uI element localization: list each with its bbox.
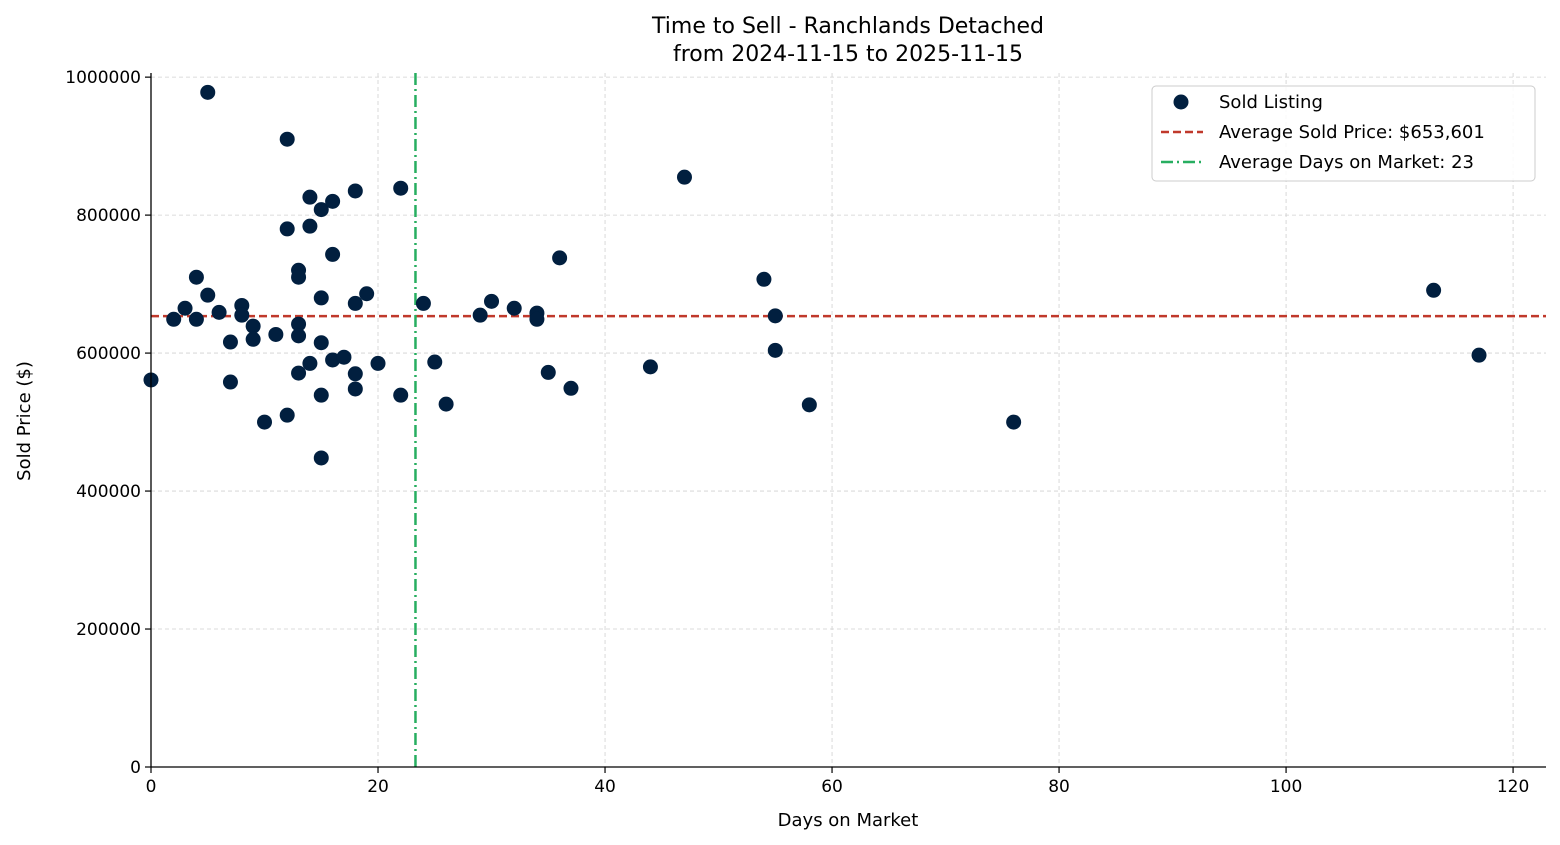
data-point [676,169,692,185]
legend: Sold Listing Average Sold Price: $653,60… [1151,85,1536,182]
data-point [347,183,363,199]
data-point [506,300,522,316]
y-tick-label: 200000 [76,620,141,640]
data-point [302,218,318,234]
data-point [279,221,295,237]
data-point [188,311,204,327]
chart-title: Time to Sell - Ranchlands Detached [651,14,1044,39]
data-point [472,307,488,323]
data-point [222,374,238,390]
x-tick-label: 20 [367,777,389,797]
legend-marker-sold-listing [1173,94,1189,110]
data-point [438,396,454,412]
data-point [325,193,341,209]
data-points [143,84,1487,466]
data-point [393,180,409,196]
y-tick-label: 800000 [76,206,141,226]
data-point [427,354,443,370]
y-axis-label: Sold Price ($) [14,361,35,481]
data-point [313,290,329,306]
data-point [801,397,817,413]
data-point [313,335,329,351]
chart-subtitle: from 2024-11-15 to 2025-11-15 [673,42,1023,67]
axes: 0 20 40 60 80 100 120 0 200000 400000 600000 800000… [65,68,1546,797]
data-point [359,286,375,302]
data-point [767,342,783,358]
data-point [291,316,307,332]
data-point [291,365,307,381]
data-point [234,307,250,323]
x-tick-label: 120 [1497,777,1529,797]
data-point [222,334,238,350]
data-point [302,189,318,205]
data-point [313,202,329,218]
data-point [347,295,363,311]
data-point [279,407,295,423]
data-point [393,387,409,403]
data-point [177,300,193,316]
data-point [563,380,579,396]
y-tick-label: 600000 [76,344,141,364]
legend-label-sold-listing: Sold Listing [1219,92,1323,113]
data-point [200,287,216,303]
data-point [1426,282,1442,298]
legend-label-avg-days: Average Days on Market: 23 [1219,152,1474,173]
data-point [415,295,431,311]
data-point [291,328,307,344]
x-tick-label: 80 [1048,777,1070,797]
data-point [291,269,307,285]
data-point [257,414,273,430]
y-tick-label: 400000 [76,482,141,502]
data-point [370,355,386,371]
x-tick-label: 40 [594,777,616,797]
data-point [313,387,329,403]
data-point [302,355,318,371]
data-point [484,293,500,309]
data-point [336,349,352,365]
y-tick-label: 1000000 [65,68,141,88]
legend-box [1151,85,1536,182]
data-point [313,450,329,466]
data-point [325,352,341,368]
data-point [268,326,284,342]
data-point [200,84,216,100]
data-point [1006,414,1022,430]
data-point [211,304,227,320]
data-point [540,364,556,380]
data-point [245,318,261,334]
data-point [188,269,204,285]
x-tick-label: 60 [821,777,843,797]
x-axis-label: Days on Market [778,810,919,831]
reference-lines [151,73,1546,767]
data-point [245,331,261,347]
data-point [1471,347,1487,363]
data-point [166,311,182,327]
data-point [529,311,545,327]
data-point [642,359,658,375]
data-point [767,308,783,324]
data-point [756,271,772,287]
legend-label-avg-price: Average Sold Price: $653,601 [1219,122,1485,143]
data-point [347,366,363,382]
x-tick-label: 0 [146,777,157,797]
x-tick-label: 100 [1270,777,1302,797]
data-point [325,246,341,262]
data-point [552,250,568,266]
data-point [279,131,295,147]
y-tick-label: 0 [130,758,141,778]
data-point [347,381,363,397]
